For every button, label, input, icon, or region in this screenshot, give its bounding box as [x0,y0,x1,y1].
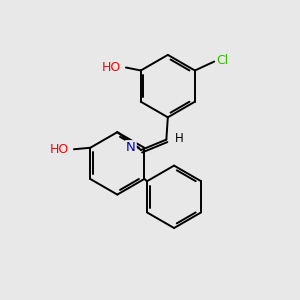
Text: HO: HO [102,61,122,74]
Text: HO: HO [50,143,70,156]
Text: Cl: Cl [216,54,229,67]
Text: H: H [175,132,183,145]
Text: N: N [126,141,136,154]
